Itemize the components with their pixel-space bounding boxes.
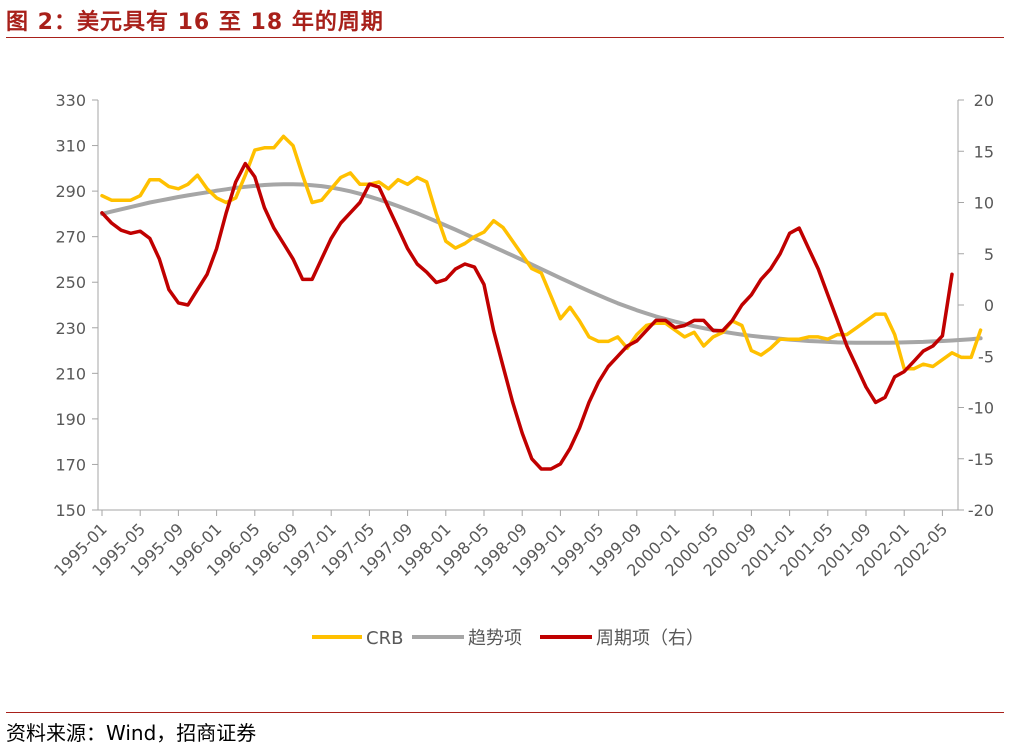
source-note: 资料来源：Wind，招商证券 [6, 721, 257, 745]
right-tick-label: 20 [974, 91, 994, 110]
left-tick-label: 210 [55, 364, 86, 383]
left-tick-label: 150 [55, 501, 86, 520]
footer-divider [6, 712, 1004, 713]
left-tick-label: 330 [55, 91, 86, 110]
right-tick-label: 0 [984, 296, 994, 315]
legend-label-1: 趋势项 [468, 628, 522, 649]
left-tick-label: 170 [55, 455, 86, 474]
legend: CRB 趋势项 周期项（右） [312, 628, 704, 649]
series-line-0 [100, 134, 983, 371]
right-tick-label: -15 [968, 450, 994, 469]
left-tick-label: 250 [55, 273, 86, 292]
left-tick-label: 270 [55, 228, 86, 247]
left-tick-label: 290 [55, 182, 86, 201]
title-divider [6, 37, 1004, 38]
left-tick-label: 230 [55, 319, 86, 338]
left-tick-label: 310 [55, 137, 86, 156]
figure-title: 图 2：美元具有 16 至 18 年的周期 [6, 10, 384, 35]
legend-label-0: CRB [366, 628, 403, 649]
right-tick-label: 10 [974, 194, 994, 213]
series-layer [100, 134, 983, 471]
right-tick-label: -20 [968, 501, 994, 520]
right-tick-label: -10 [968, 399, 994, 418]
legend-label-2: 周期项（右） [596, 628, 704, 649]
series-line-1 [100, 182, 983, 345]
left-axis: 150 170 190 210 230 250 270 290 310 330 [55, 91, 99, 520]
right-tick-label: 5 [984, 245, 994, 264]
left-tick-label: 190 [55, 410, 86, 429]
x-axis: 1995-011995-051995-091996-011996-051996-… [50, 509, 958, 580]
right-tick-label: 15 [974, 142, 994, 161]
right-axis: -20 -15 -10 -5 0 5 10 15 20 [957, 91, 994, 520]
series-line-2 [100, 161, 954, 471]
right-tick-label: -5 [978, 347, 994, 366]
